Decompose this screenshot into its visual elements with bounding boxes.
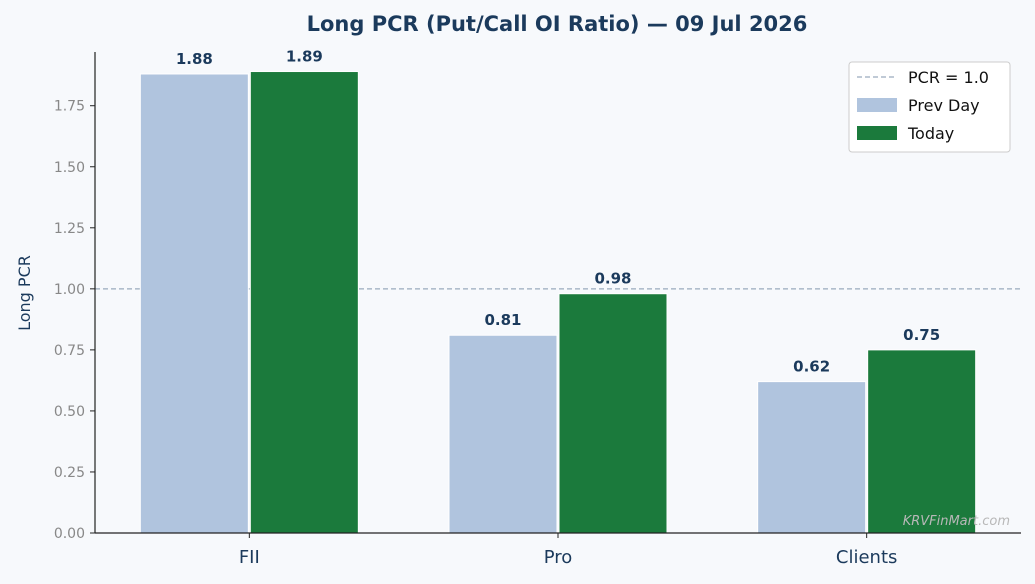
x-tick-label: Pro <box>544 547 573 568</box>
data-label-clients-today: 0.75 <box>903 326 940 344</box>
legend-label-reference: PCR = 1.0 <box>908 68 989 87</box>
y-tick-label: 1.00 <box>54 282 85 298</box>
legend-swatch-prev-day <box>857 98 897 112</box>
bar-clients-prev-day <box>757 381 867 534</box>
bar-clients-today <box>867 349 977 534</box>
data-label-fii-today: 1.89 <box>286 48 323 66</box>
bar-fii-prev-day <box>139 73 249 534</box>
data-label-pro-prev-day: 0.81 <box>484 311 521 329</box>
y-tick-label: 0.00 <box>54 526 85 542</box>
chart-title: Long PCR (Put/Call OI Ratio) — 09 Jul 20… <box>307 12 808 36</box>
legend-swatch-today <box>857 126 897 140</box>
y-axis-label: Long PCR <box>15 255 34 331</box>
data-label-fii-prev-day: 1.88 <box>176 50 213 68</box>
y-tick-label: 0.25 <box>54 465 85 481</box>
plot-area: 1.88 1.89 FII 0.81 0.98 Pro 0.62 0.75 Clients 0.0… <box>54 48 1021 568</box>
bar-pro-today <box>558 293 668 534</box>
y-tick-label: 0.50 <box>54 404 85 420</box>
y-tick-label: 1.50 <box>54 160 85 176</box>
y-tick-label: 1.25 <box>54 221 85 237</box>
legend-label-prev-day: Prev Day <box>908 96 980 115</box>
legend-label-today: Today <box>907 124 954 143</box>
x-tick-label: FII <box>239 547 260 568</box>
watermark-text: KRVFinMart.com <box>903 514 1010 529</box>
x-tick-label: Clients <box>836 547 898 568</box>
bar-fii-today <box>249 71 359 534</box>
bar-pro-prev-day <box>448 334 558 534</box>
data-label-pro-today: 0.98 <box>594 270 631 288</box>
y-tick-label: 1.75 <box>54 99 85 115</box>
y-tick-label: 0.75 <box>54 343 85 359</box>
data-label-clients-prev-day: 0.62 <box>793 358 830 376</box>
